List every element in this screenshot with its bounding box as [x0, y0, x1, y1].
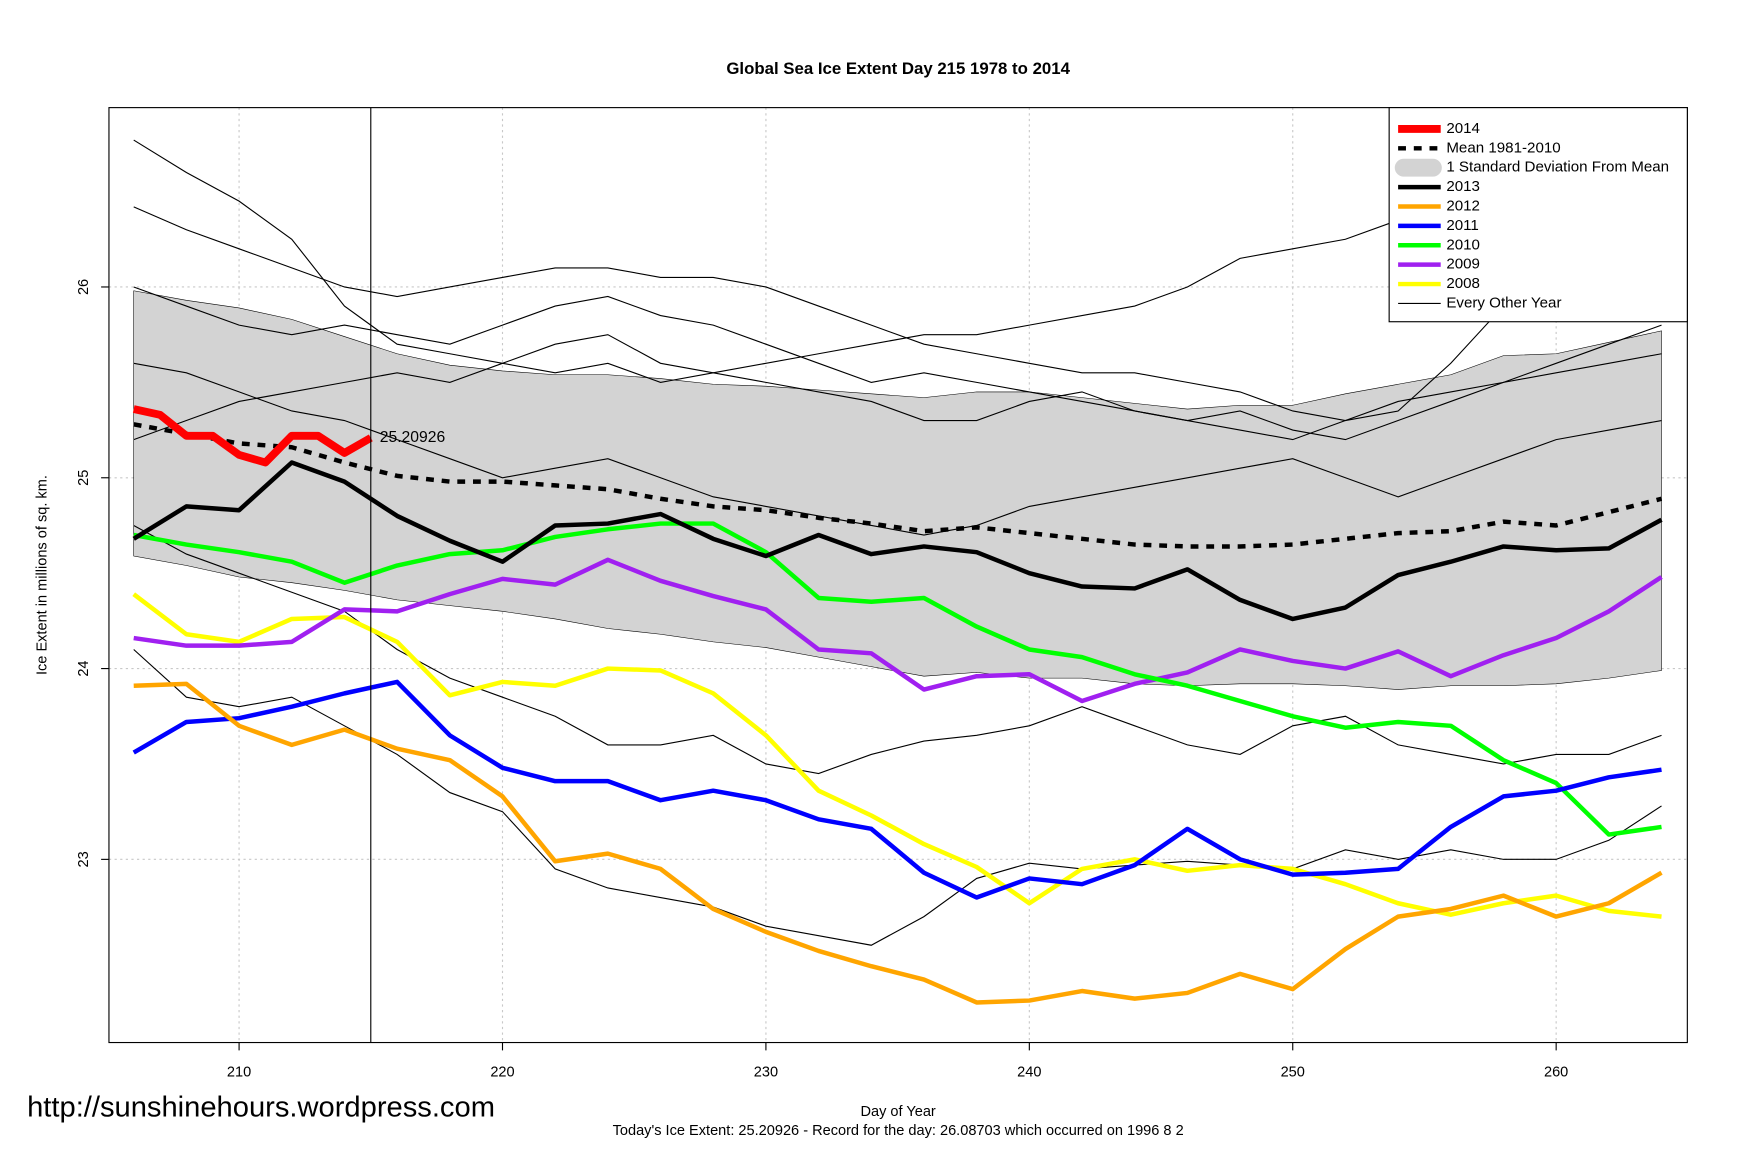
plot-frame [108, 107, 1688, 1044]
watermark: http://sunshinehours.wordpress.com [27, 1091, 495, 1123]
other-year-line [133, 649, 1662, 946]
chart-title: Global Sea Ice Extent Day 215 1978 to 20… [726, 59, 1070, 78]
legend-label: Every Other Year [1446, 294, 1561, 311]
x-tick-label: 260 [1544, 1065, 1568, 1081]
x-tick-label: 250 [1281, 1065, 1305, 1081]
other-year-line [133, 362, 1662, 536]
y-tick-label: 26 [76, 279, 92, 295]
other-year-line [133, 524, 1662, 775]
legend-label: 2010 [1446, 236, 1480, 253]
y-tick-label: 23 [76, 851, 92, 867]
series-line [133, 557, 1663, 704]
series-line [132, 592, 1662, 919]
other-year-line [133, 334, 1662, 441]
legend-label: 1 Standard Deviation From Mean [1446, 159, 1669, 176]
legend-label: 2014 [1446, 120, 1480, 137]
series-line [132, 405, 373, 467]
value-label: 25.20926 [380, 429, 446, 446]
other-year-line [133, 286, 1662, 441]
legend-swatch [1394, 158, 1442, 177]
x-tick-label: 220 [490, 1065, 514, 1081]
legend-label: 2008 [1446, 275, 1480, 292]
other-year-line [133, 206, 1662, 422]
series-line [133, 521, 1662, 837]
y-axis-label: Ice Extent in millions of sq. km. [35, 475, 51, 675]
x-tick-label: 240 [1017, 1065, 1041, 1081]
legend-label: 2011 [1446, 217, 1479, 234]
x-tick-label: 210 [227, 1065, 251, 1081]
legend-label: 2013 [1446, 178, 1480, 195]
legend-label: 2009 [1446, 256, 1480, 273]
y-tick-label: 24 [76, 660, 92, 676]
legend-label: 2012 [1446, 197, 1480, 214]
series-line [133, 681, 1663, 1005]
series-line [132, 679, 1662, 900]
legend-label: Mean 1981-2010 [1446, 139, 1560, 156]
subtitle: Today's Ice Extent: 25.20926 - Record fo… [613, 1123, 1184, 1139]
x-axis-label: Day of Year [860, 1104, 935, 1120]
series-line [132, 460, 1663, 622]
series-line [133, 422, 1663, 549]
x-tick-label: 230 [754, 1065, 778, 1081]
y-tick-label: 25 [76, 470, 92, 486]
std-band [133, 290, 1662, 690]
